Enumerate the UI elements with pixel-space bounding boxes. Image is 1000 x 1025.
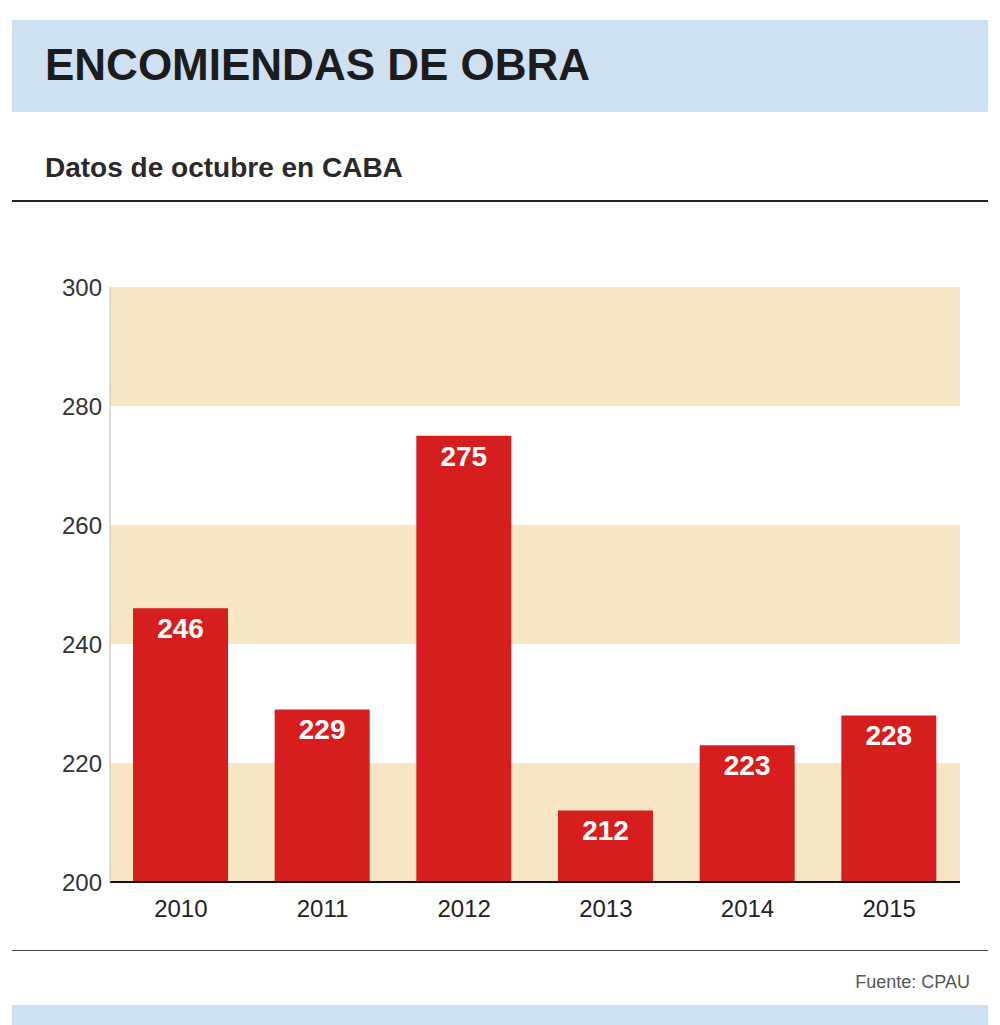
svg-text:2010: 2010	[154, 895, 207, 922]
html-text:ENCOMIENDAS DE OBRA: ENCOMIENDAS DE OBRA	[45, 40, 591, 89]
svg-text:229: 229	[299, 714, 346, 745]
html-text:Datos de octubre en CABA: Datos de octubre en CABA	[45, 152, 403, 183]
svg-text:2014: 2014	[721, 895, 774, 922]
svg-text:2013: 2013	[579, 895, 632, 922]
svg-text:260: 260	[62, 512, 102, 539]
svg-text:300: 300	[62, 274, 102, 301]
svg-text:2015: 2015	[862, 895, 915, 922]
svg-text:228: 228	[865, 720, 912, 751]
html-text:Fuente: CPAU: Fuente: CPAU	[855, 972, 970, 992]
svg-text:200: 200	[62, 869, 102, 896]
svg-text:246: 246	[157, 613, 204, 644]
svg-text:275: 275	[440, 441, 487, 472]
svg-text:280: 280	[62, 393, 102, 420]
svg-text:220: 220	[62, 750, 102, 777]
svg-text:223: 223	[724, 750, 771, 781]
svg-text:240: 240	[62, 631, 102, 658]
svg-text:212: 212	[582, 815, 629, 846]
svg-text:2012: 2012	[437, 895, 490, 922]
svg-text:2011: 2011	[297, 895, 349, 922]
